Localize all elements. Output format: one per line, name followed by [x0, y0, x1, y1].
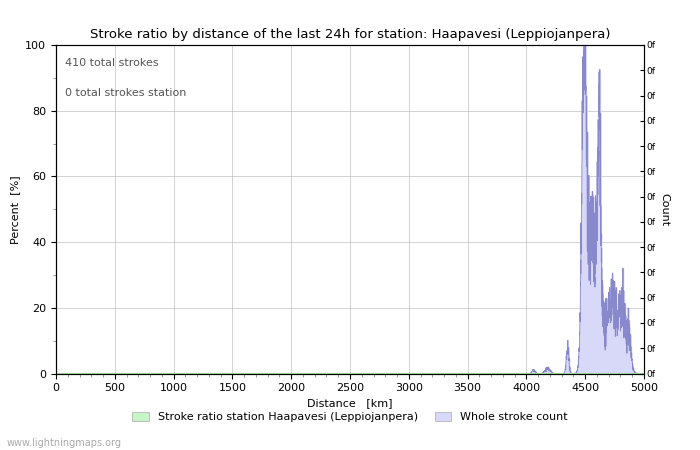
- Text: 410 total strokes: 410 total strokes: [65, 58, 158, 68]
- Text: www.lightningmaps.org: www.lightningmaps.org: [7, 438, 122, 448]
- Text: Distance   [km]: Distance [km]: [307, 398, 393, 408]
- Title: Stroke ratio by distance of the last 24h for station: Haapavesi (Leppiojanpera): Stroke ratio by distance of the last 24h…: [90, 28, 610, 41]
- Y-axis label: Count: Count: [659, 193, 670, 226]
- Y-axis label: Percent  [%]: Percent [%]: [10, 175, 20, 243]
- Text: 0 total strokes station: 0 total strokes station: [65, 88, 186, 98]
- Legend: Stroke ratio station Haapavesi (Leppiojanpera), Whole stroke count: Stroke ratio station Haapavesi (Leppioja…: [128, 407, 572, 427]
